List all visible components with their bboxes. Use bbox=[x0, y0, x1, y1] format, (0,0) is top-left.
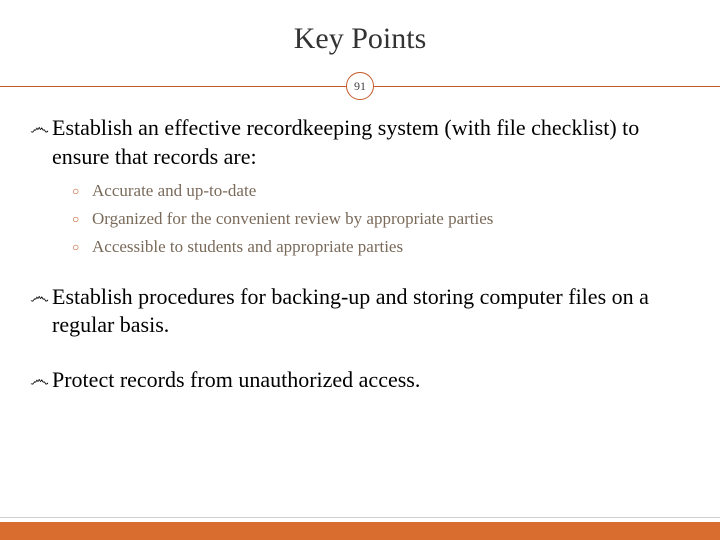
main-bullet: ෴ Protect records from unauthorized acce… bbox=[30, 366, 690, 395]
circle-icon: ○ bbox=[72, 207, 92, 228]
sub-bullet: ○ Accurate and up-to-date bbox=[72, 179, 690, 203]
footer-line bbox=[0, 517, 720, 518]
footer-bar bbox=[0, 522, 720, 540]
circle-icon: ○ bbox=[72, 179, 92, 200]
title-divider: 91 bbox=[0, 70, 720, 102]
slide: Key Points 91 ෴ Establish an effective r… bbox=[0, 0, 720, 540]
slide-title: Key Points bbox=[0, 0, 720, 70]
bullet-text: Establish an effective recordkeeping sys… bbox=[52, 114, 690, 171]
swirl-icon: ෴ bbox=[30, 283, 52, 309]
bullet-text: Establish procedures for backing-up and … bbox=[52, 283, 690, 340]
sub-bullet-text: Accessible to students and appropriate p… bbox=[92, 235, 403, 259]
main-bullet: ෴ Establish an effective recordkeeping s… bbox=[30, 114, 690, 171]
sub-list: ○ Accurate and up-to-date ○ Organized fo… bbox=[72, 179, 690, 258]
main-bullet: ෴ Establish procedures for backing-up an… bbox=[30, 283, 690, 340]
spacer bbox=[30, 346, 690, 366]
page-number-badge: 91 bbox=[346, 72, 374, 100]
swirl-icon: ෴ bbox=[30, 114, 52, 140]
page-number: 91 bbox=[354, 79, 366, 94]
content-area: ෴ Establish an effective recordkeeping s… bbox=[0, 114, 720, 394]
sub-bullet-text: Organized for the convenient review by a… bbox=[92, 207, 493, 231]
sub-bullet: ○ Organized for the convenient review by… bbox=[72, 207, 690, 231]
sub-bullet: ○ Accessible to students and appropriate… bbox=[72, 235, 690, 259]
swirl-icon: ෴ bbox=[30, 366, 52, 392]
circle-icon: ○ bbox=[72, 235, 92, 256]
sub-bullet-text: Accurate and up-to-date bbox=[92, 179, 256, 203]
bullet-text: Protect records from unauthorized access… bbox=[52, 366, 420, 395]
